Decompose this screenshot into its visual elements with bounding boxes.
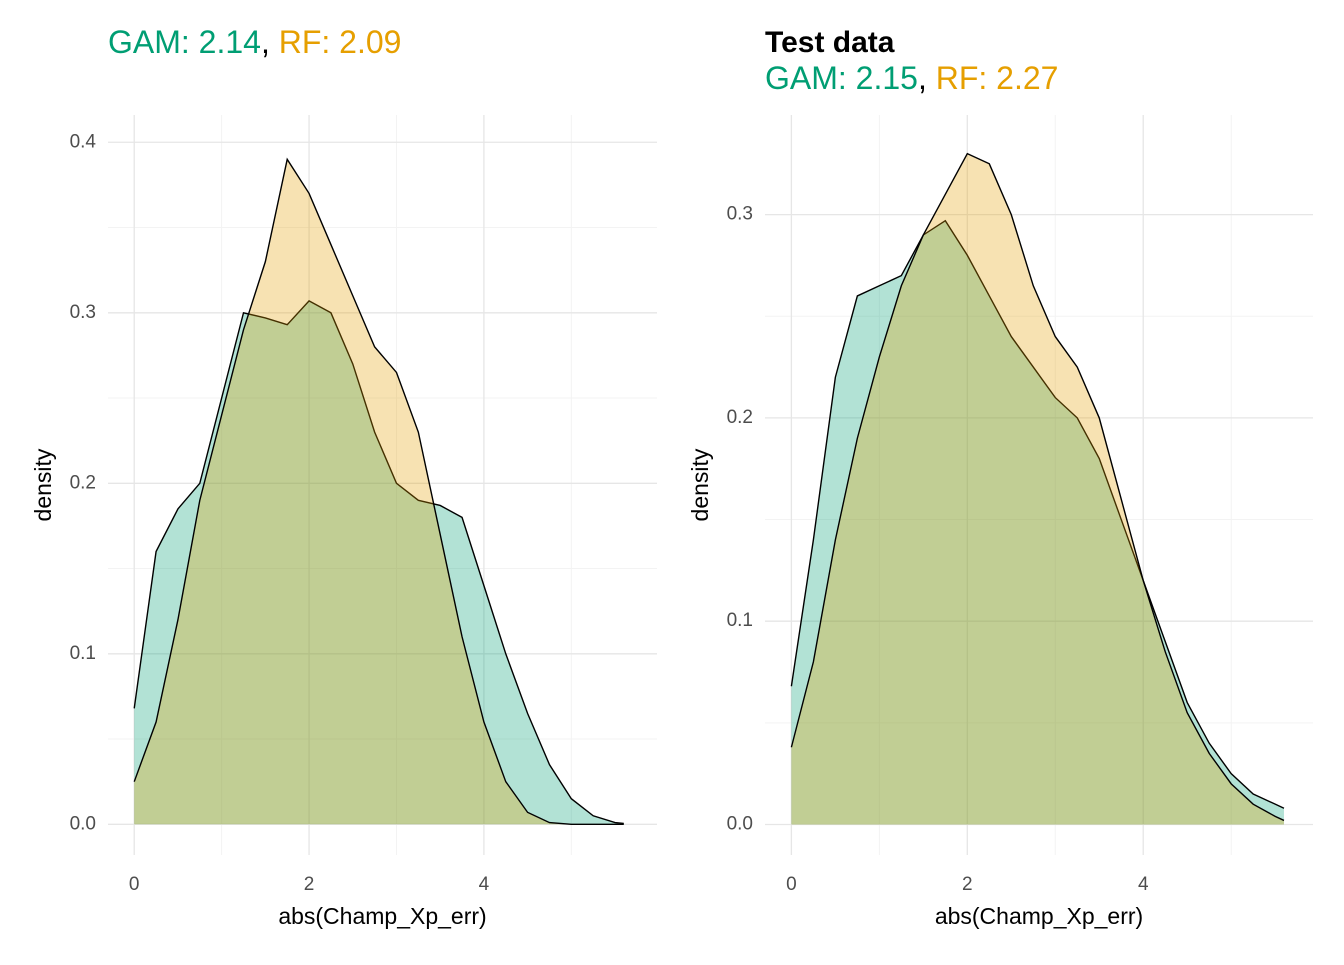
- x-tick-label: 4: [1138, 874, 1149, 895]
- y-tick-label: 0.2: [70, 472, 96, 493]
- chart-title: Test data: [765, 26, 895, 59]
- density-line: [790, 152, 1285, 822]
- y-tick-label: 0.3: [727, 204, 753, 225]
- subtitle-part: ,: [918, 60, 936, 96]
- density-area: [791, 153, 1284, 825]
- x-tick-label: 0: [129, 874, 140, 895]
- y-tick-label: 0.1: [727, 610, 753, 631]
- x-tick-label: 0: [786, 874, 797, 895]
- density-area: [134, 300, 624, 825]
- density-line: [790, 219, 1285, 809]
- density-line: [133, 157, 624, 826]
- y-tick-label: 0.4: [70, 131, 97, 152]
- x-tick-label: 4: [479, 874, 490, 895]
- chart-subtitle: GAM: 2.15, RF: 2.27: [765, 60, 1058, 96]
- chart-subtitle: GAM: 2.14, RF: 2.09: [108, 24, 401, 60]
- y-axis-title: density: [687, 448, 713, 521]
- subtitle-part: GAM: 2.15: [765, 60, 918, 96]
- y-tick-label: 0.0: [70, 813, 96, 834]
- subtitle-part: ,: [261, 24, 279, 60]
- density-area: [791, 220, 1284, 825]
- subtitle-part: RF: 2.27: [936, 60, 1059, 96]
- density-line: [133, 299, 624, 825]
- x-axis-title: abs(Champ_Xp_err): [935, 903, 1143, 929]
- y-tick-label: 0.0: [727, 814, 753, 835]
- y-tick-label: 0.3: [70, 302, 96, 323]
- x-tick-label: 2: [304, 874, 315, 895]
- y-tick-label: 0.2: [727, 407, 753, 428]
- y-axis-title: density: [30, 448, 56, 521]
- x-axis-title: abs(Champ_Xp_err): [278, 903, 486, 929]
- x-tick-label: 2: [962, 874, 973, 895]
- y-tick-label: 0.1: [70, 643, 96, 664]
- density-area: [134, 159, 624, 825]
- subtitle-part: RF: 2.09: [279, 24, 402, 60]
- subtitle-part: GAM: 2.14: [108, 24, 261, 60]
